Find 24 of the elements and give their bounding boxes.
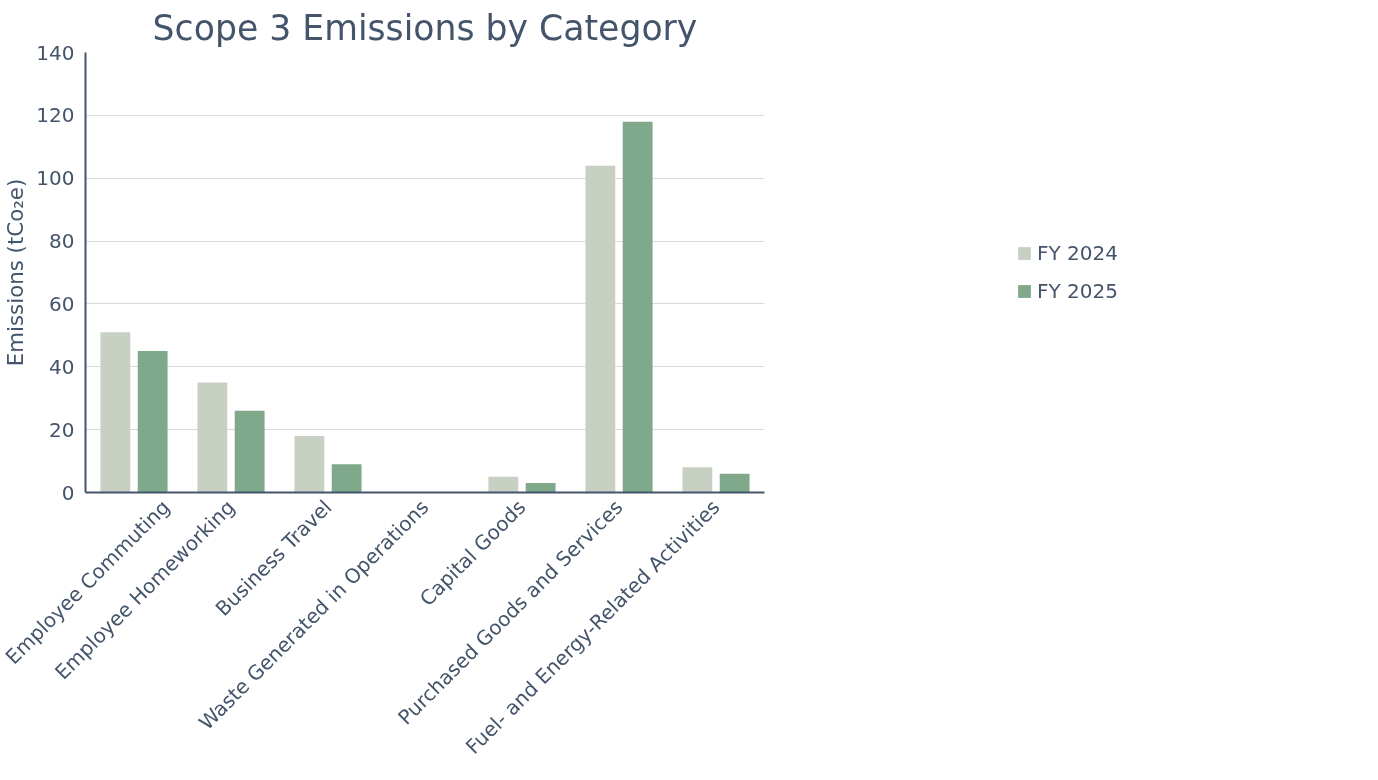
bar — [234, 410, 265, 493]
bar — [682, 467, 713, 493]
y-axis-title: Emissions (tCo₂e) — [3, 178, 29, 367]
bar — [585, 165, 616, 493]
bar — [100, 332, 131, 493]
chart-title: Scope 3 Emissions by Category — [152, 7, 698, 48]
y-tick-label: 80 — [49, 229, 75, 254]
bar — [294, 435, 325, 493]
bar — [525, 483, 556, 493]
bar — [622, 121, 653, 493]
y-tick-label: 140 — [36, 40, 75, 65]
legend-label: FY 2024 — [1037, 241, 1118, 265]
y-tick-label: 0 — [61, 480, 75, 505]
legend-label: FY 2025 — [1037, 279, 1118, 303]
y-tick-label: 20 — [49, 417, 75, 442]
y-tick-label: 60 — [49, 291, 75, 316]
y-tick-label: 100 — [36, 166, 75, 191]
bar — [331, 464, 362, 493]
bar — [137, 351, 168, 493]
y-tick-label: 120 — [36, 103, 75, 128]
bar — [488, 476, 519, 493]
y-tick-label: 40 — [49, 354, 75, 379]
bar — [719, 473, 750, 493]
bar — [197, 382, 228, 493]
